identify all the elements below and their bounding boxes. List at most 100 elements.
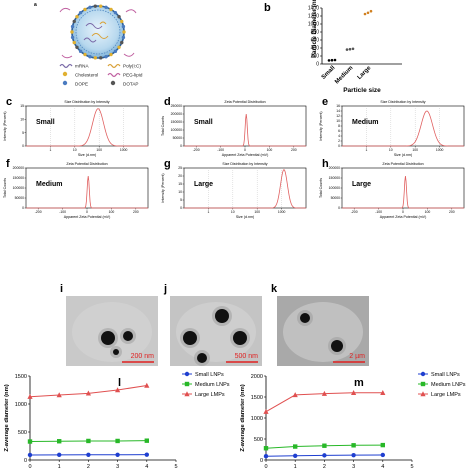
x-tick-label: 1000 (120, 148, 128, 152)
legend-label: mRNA (75, 64, 89, 69)
y-tick-label: 10 (20, 118, 24, 122)
y-tick-label: 200000 (171, 112, 182, 116)
y-tick-label: 1000 (308, 22, 319, 28)
y-tick-label: 6 (338, 129, 340, 133)
plot-frame (25, 105, 149, 147)
tem-image: 2 µm (277, 296, 369, 366)
data-point (27, 439, 33, 444)
chart-title: Zeta Potential Distribution (382, 162, 423, 166)
particle (215, 309, 229, 323)
data-point (144, 438, 149, 443)
x-tick-label: 2 (323, 464, 326, 470)
x-tick-label: 1 (49, 148, 51, 152)
x-tick-label: -200 (35, 210, 42, 214)
particle (300, 313, 310, 323)
data-point (184, 371, 190, 377)
x-tick-label: 200 (133, 210, 139, 214)
legend-swatch (107, 72, 121, 78)
data-point (86, 438, 91, 444)
data-point (27, 393, 33, 399)
x-tick-label: 1 (58, 464, 61, 470)
legend-label: DOPE (75, 82, 88, 87)
chart-title: Size Distribution by Intensity (222, 162, 267, 166)
y-axis-label: Total Counts (319, 178, 323, 198)
chart-title: Zeta Potential Distribution (224, 100, 265, 104)
panel-letter-d: d (164, 96, 171, 108)
distribution-chart: Size Distribution by Intensity0246810121… (319, 100, 465, 157)
legend-swatch (62, 80, 68, 86)
y-axis-label: Intensity (Percent) (3, 111, 7, 140)
legend-label: Poly(I:C) (123, 64, 141, 69)
lipid-bead (99, 56, 103, 60)
x-tick-label: 10 (231, 210, 235, 214)
lipid-bead (120, 40, 124, 45)
y-axis-label: Total Counts (161, 116, 165, 136)
lipid-bead (88, 55, 92, 59)
y-tick-label: 15 (20, 104, 24, 108)
x-axis-label: Size (d.nm) (78, 153, 96, 157)
scale-bar-label: 500 nm (235, 353, 259, 360)
tem-image: 500 nm (170, 296, 262, 366)
y-tick-label: 200000 (329, 166, 340, 170)
y-tick-label: 10 (178, 190, 182, 194)
panel-letter-g: g (164, 158, 171, 170)
x-tick-label: Medium (334, 65, 354, 85)
lipid-bead (109, 52, 113, 57)
lipid-bead (104, 55, 108, 59)
y-tick-label: 5 (22, 131, 24, 135)
y-tick-label: 0 (22, 206, 24, 210)
y-tick-label: 400 (311, 46, 320, 52)
data-point (369, 9, 373, 13)
distribution-curve (184, 113, 306, 147)
y-tick-label: 50000 (331, 196, 341, 200)
data-point (57, 452, 62, 458)
particle (113, 349, 119, 355)
x-tick-label: 3 (116, 464, 119, 470)
lipid-bead (109, 7, 113, 12)
data-point (351, 47, 355, 51)
distribution-chart: Size Distribution by Intensity 0 5 10 15 20 25… (161, 162, 307, 219)
data-point (351, 452, 356, 458)
panel-letter-j: j (164, 283, 168, 295)
y-tick-label: 2 (338, 139, 340, 143)
y-tick-label: 10 (336, 119, 340, 123)
data-point (380, 452, 385, 458)
y-tick-label: 1000 (15, 402, 27, 408)
data-point (292, 392, 298, 398)
y-tick-label: 0 (180, 144, 182, 148)
data-point (263, 408, 269, 414)
legend-swatch (110, 80, 116, 86)
x-axis-label: Size (d.nm) (236, 215, 254, 219)
x-tick-label: 5 (174, 464, 177, 470)
data-point (321, 390, 327, 396)
stability-panel-m: 0 500 1000 1500 2000 0 1 2 3 4 5 Z-average diameter… (236, 368, 472, 474)
x-tick-label: -100 (59, 210, 66, 214)
y-tick-label: 200000 (13, 166, 24, 170)
legend-label: Medium LNPs (195, 382, 230, 388)
y-axis-label: Z-average diameter (nm) (240, 384, 246, 451)
y-tick-label: 250000 (171, 104, 182, 108)
x-axis-label: Particle size (343, 87, 381, 94)
legend-swatch (62, 71, 68, 77)
legend-label: PEG-lipid (123, 73, 143, 78)
data-point (363, 12, 367, 16)
legend-label: DOTAP (123, 82, 138, 87)
lipid-bead (113, 49, 118, 54)
x-tick-label: 1000 (278, 210, 286, 214)
legend-label: Cholesterol (75, 73, 98, 78)
x-tick-label: 0 (264, 464, 267, 470)
data-point (27, 452, 33, 458)
distribution-curve (342, 110, 464, 147)
panel-letter-a: a (34, 2, 37, 8)
y-tick-label: 1200 (308, 14, 319, 20)
panel-b: b 0 200 400 600 800 1000 1200 1400 Particle Diam… (262, 0, 474, 95)
y-tick-label: 150000 (13, 176, 24, 180)
stability-panel-l: 0 500 1000 1500 0 1 2 3 4 5 Z-average diameter (nm… (0, 368, 236, 474)
legend-swatch (59, 63, 73, 69)
x-tick-label: 0 (402, 210, 404, 214)
x-tick-label: -200 (193, 148, 200, 152)
x-tick-label: 1000 (436, 148, 444, 152)
x-tick-label: 3 (352, 464, 355, 470)
y-tick-label: 0 (338, 144, 340, 148)
